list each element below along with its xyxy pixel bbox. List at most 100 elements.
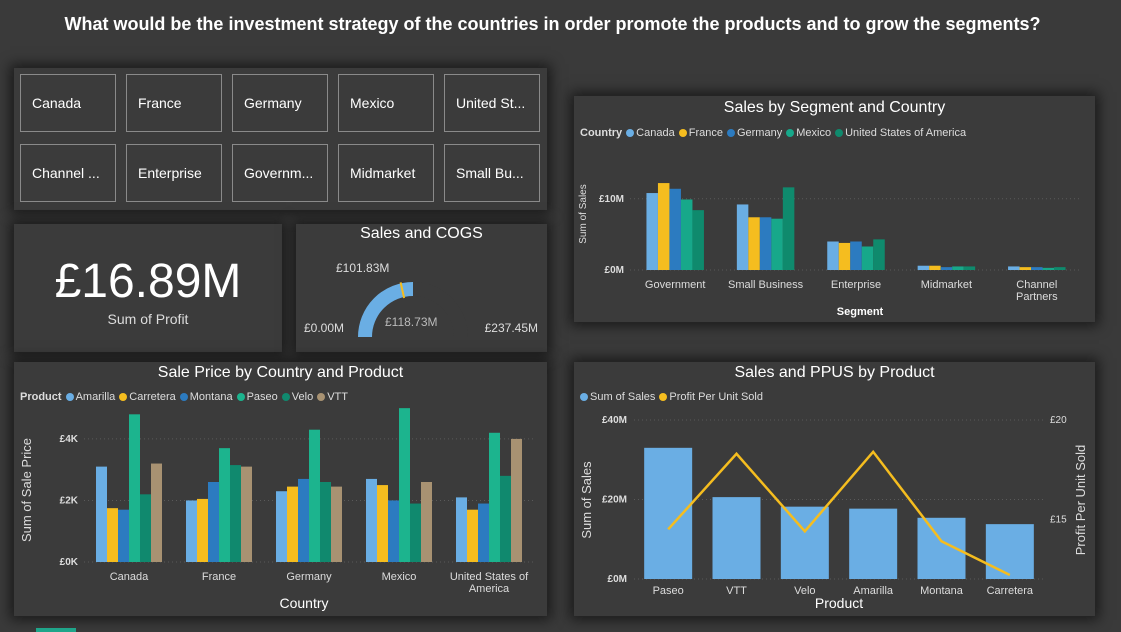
legend-item[interactable]: Velo — [281, 391, 313, 403]
bar[interactable] — [963, 266, 976, 270]
legend-item[interactable]: United States of America — [835, 127, 966, 139]
slicer-button[interactable]: Mexico — [338, 74, 434, 132]
bar[interactable] — [917, 265, 930, 270]
bar[interactable] — [107, 508, 118, 562]
bar[interactable] — [1042, 267, 1055, 270]
x-tick-label: Carretera — [987, 585, 1034, 597]
bar[interactable] — [759, 217, 772, 270]
bar[interactable] — [331, 486, 342, 562]
y-tick-label: £0M — [608, 574, 627, 585]
slicer-button[interactable]: France — [126, 74, 222, 132]
bar[interactable] — [657, 183, 670, 270]
bar[interactable] — [827, 241, 839, 271]
bar[interactable] — [940, 267, 953, 270]
legend-item[interactable]: Germany — [726, 127, 782, 139]
bar[interactable] — [197, 498, 208, 562]
bar[interactable] — [489, 432, 500, 562]
bar[interactable] — [782, 187, 795, 270]
bar[interactable] — [511, 438, 522, 562]
bar[interactable] — [208, 482, 219, 562]
legend-item[interactable]: Mexico — [786, 127, 831, 139]
bar[interactable] — [388, 500, 399, 562]
slicer-button[interactable]: Small Bu... — [444, 144, 540, 202]
bar[interactable] — [241, 466, 252, 562]
slicer-button[interactable]: Midmarket — [338, 144, 434, 202]
bar[interactable] — [140, 494, 151, 562]
bar[interactable] — [320, 482, 331, 562]
legend-item[interactable]: Amarilla — [65, 391, 115, 403]
segment-bar-chart[interactable]: £0M £10M Government Small Business Enterpris… — [574, 96, 1095, 322]
kpi-card: £16.89M Sum of Profit — [14, 224, 282, 352]
bar[interactable] — [1054, 267, 1066, 270]
y-tick-label: £40M — [602, 415, 627, 426]
slicer-button[interactable]: Canada — [20, 74, 116, 132]
bar[interactable] — [421, 482, 432, 562]
bar[interactable] — [952, 266, 964, 270]
bar[interactable] — [500, 475, 511, 562]
bar[interactable] — [276, 491, 287, 562]
bar[interactable] — [646, 193, 658, 270]
bar[interactable] — [644, 447, 693, 579]
bar[interactable] — [219, 448, 230, 562]
bar[interactable] — [669, 188, 681, 270]
ppus-combo-chart[interactable]: £0M £20M £40M £15 £20 Paseo VTT Velo Amarilla Mon… — [574, 362, 1095, 616]
bar[interactable] — [298, 478, 309, 562]
bar[interactable] — [780, 506, 829, 579]
legend-dot — [678, 129, 687, 137]
legend-dot — [179, 393, 188, 401]
ppus-line[interactable] — [667, 449, 1011, 577]
price-bar-chart[interactable]: £0K £2K £4K Canada France Germany Mexico United… — [14, 362, 547, 616]
bar[interactable] — [287, 486, 298, 562]
bar[interactable] — [478, 503, 489, 562]
bar[interactable] — [861, 246, 874, 270]
bar[interactable] — [838, 242, 851, 270]
x-axis-label: Country — [279, 595, 328, 611]
bar[interactable] — [929, 265, 941, 270]
x-tick-label: Canada — [110, 571, 149, 583]
bar[interactable] — [771, 218, 783, 270]
bar[interactable] — [692, 210, 704, 270]
bar[interactable] — [366, 478, 377, 562]
bar[interactable] — [456, 497, 467, 562]
legend-item[interactable]: Canada — [626, 127, 675, 139]
slicer-button[interactable]: Channel ... — [20, 144, 116, 202]
bar[interactable] — [985, 524, 1034, 579]
bar[interactable] — [680, 199, 693, 270]
bar[interactable] — [1008, 266, 1020, 270]
y-tick-label: £0K — [60, 557, 79, 568]
bar[interactable] — [118, 509, 129, 562]
bar[interactable] — [377, 485, 388, 562]
bar[interactable] — [849, 508, 898, 579]
bar[interactable] — [230, 465, 241, 562]
bar[interactable] — [873, 239, 885, 270]
bar[interactable] — [736, 204, 749, 270]
legend-item[interactable]: Carretera — [119, 391, 176, 403]
page-tab-indicator[interactable] — [36, 628, 76, 632]
bar[interactable] — [850, 241, 862, 271]
slicer-button[interactable]: United St... — [444, 74, 540, 132]
gauge-min-label: £0.00M — [304, 321, 344, 335]
slicer-button[interactable]: Governm... — [232, 144, 328, 202]
bar[interactable] — [96, 466, 107, 562]
gauge-chart[interactable]: £0.00M £237.45M £101.83M £118.73M — [296, 224, 547, 352]
legend-item[interactable]: France — [678, 127, 723, 139]
legend-item[interactable]: Paseo — [236, 391, 278, 403]
bar[interactable] — [151, 463, 162, 562]
bar[interactable] — [399, 408, 410, 562]
gauge-value-arc[interactable] — [358, 282, 414, 338]
bar[interactable] — [712, 497, 761, 579]
bar[interactable] — [129, 414, 140, 562]
bar[interactable] — [1031, 267, 1043, 270]
bar[interactable] — [467, 509, 478, 562]
bar[interactable] — [748, 217, 760, 270]
slicer-button[interactable]: Enterprise — [126, 144, 222, 202]
bar[interactable] — [309, 429, 320, 562]
legend-item[interactable]: Sum of Sales — [580, 391, 655, 403]
bar[interactable] — [410, 503, 421, 562]
slicer-button[interactable]: Germany — [232, 74, 328, 132]
bar[interactable] — [186, 500, 197, 562]
legend-item[interactable]: Montana — [179, 391, 233, 403]
legend-item[interactable]: Profit Per Unit Sold — [659, 391, 763, 403]
bar[interactable] — [1019, 267, 1032, 270]
legend-item[interactable]: VTT — [317, 391, 348, 403]
